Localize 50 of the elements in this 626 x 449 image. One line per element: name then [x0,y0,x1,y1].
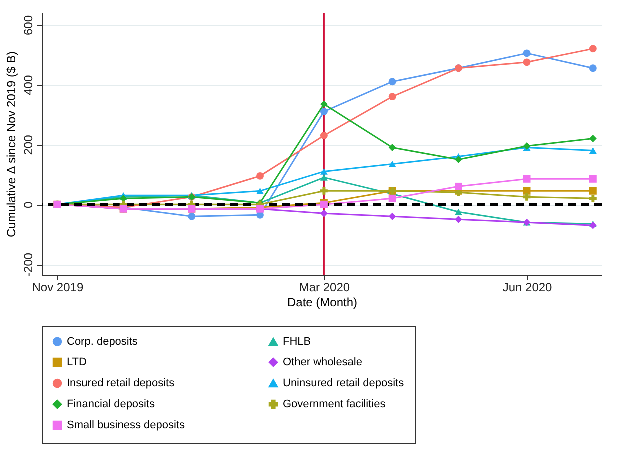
point [388,78,396,86]
y-tick-label: 400 [22,75,36,96]
y-tick-label: 0 [22,201,36,208]
x-tick-label: Nov 2019 [32,280,84,294]
point [320,108,328,116]
point [320,132,328,140]
x-tick-label: Jun 2020 [502,280,553,294]
point [589,194,597,202]
point [523,50,531,58]
point [320,174,328,181]
point [589,175,597,183]
point [454,208,462,216]
point [523,175,531,183]
point [320,187,328,195]
point [454,182,462,190]
legend-label: Insured retail deposits [67,378,176,390]
point [388,194,396,202]
point [523,193,531,201]
legend-label: Uninsured retail deposits [283,378,405,390]
x-axis-title: Date (Month) [287,296,358,310]
point [589,135,597,142]
point [454,216,462,224]
point [388,93,396,101]
point [523,58,531,66]
point [388,212,396,220]
legend-label: Other wholesale [283,356,362,368]
point [589,45,597,53]
y-tick-label: 600 [22,15,36,36]
legend-label: Financial deposits [67,398,156,410]
legend-label: Small business deposits [67,420,186,432]
point [188,212,196,220]
point [256,188,264,194]
point [454,156,462,164]
point [256,172,264,180]
point [589,148,597,154]
point [388,161,396,168]
point [589,187,597,195]
legend-label: Corp. deposits [67,336,138,348]
legend-label: Government facilities [283,398,386,410]
y-tick-label: 200 [22,134,36,156]
x-tick-label: Mar 2020 [299,280,350,294]
legend-label: LTD [67,356,88,368]
point [320,100,328,108]
legend-label: FHLB [283,336,312,348]
y-tick-label: -200 [22,252,36,278]
point [320,168,328,175]
y-axis-title: Cumulative Δ since Nov 2019 ($ B) [4,51,18,238]
point [589,64,597,72]
point [320,210,328,218]
point [388,144,396,152]
